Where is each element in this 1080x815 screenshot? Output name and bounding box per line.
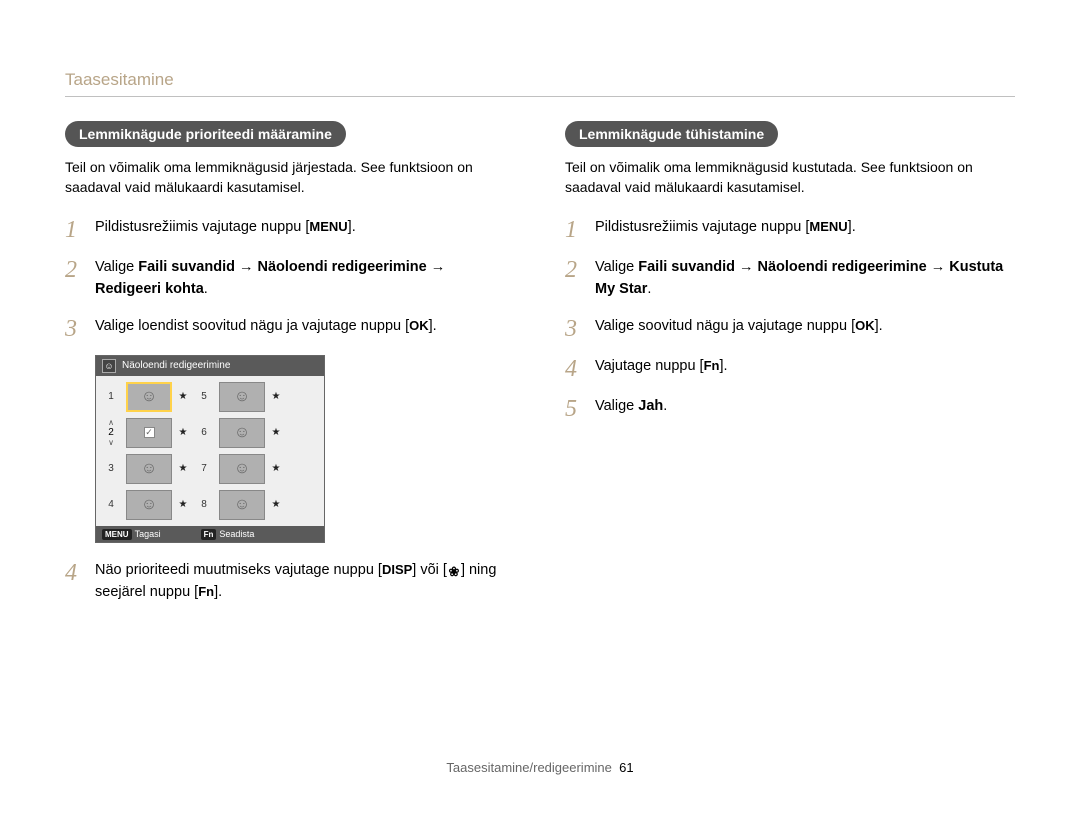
- face-icon: ☺: [102, 359, 116, 373]
- list-number: ∧ 2 ∨: [108, 419, 114, 447]
- step-3: 3 Valige soovitud nägu ja vajutage nuppu…: [565, 315, 1015, 341]
- face-thumbnail: ☺: [219, 454, 265, 484]
- page-number: 61: [619, 760, 633, 775]
- step-number: 4: [565, 355, 595, 381]
- ok-button-label: OK: [855, 318, 875, 333]
- step-text: Pildistusrežiimis vajutage nuppu [MENU].: [595, 216, 1015, 238]
- fn-button-label: Fn: [704, 358, 720, 373]
- step-text: Valige loendist soovitud nägu ja vajutag…: [95, 315, 515, 337]
- left-column: Lemmiknägude prioriteedi määramine Teil …: [65, 121, 515, 617]
- step-text: Valige Faili suvandid → Näoloendi redige…: [595, 256, 1015, 301]
- step-text: Valige Faili suvandid → Näoloendi redige…: [95, 256, 515, 301]
- list-number: 8: [201, 499, 207, 510]
- chevron-down-icon: ∨: [108, 439, 114, 447]
- list-number: 6: [201, 427, 207, 438]
- step-3: 3 Valige loendist soovitud nägu ja vajut…: [65, 315, 515, 341]
- step-text: Näo prioriteedi muutmiseks vajutage nupp…: [95, 559, 515, 604]
- manual-page: Taasesitamine Lemmiknägude prioriteedi m…: [0, 0, 1080, 657]
- screenshot-titlebar: ☺ Näoloendi redigeerimine: [96, 356, 324, 376]
- star-icon: ★: [179, 463, 188, 474]
- subsection-pill: Lemmiknägude prioriteedi määramine: [65, 121, 346, 147]
- star-icon: ★: [272, 499, 281, 510]
- face-thumbnail: ☺: [219, 382, 265, 412]
- intro-text: Teil on võimalik oma lemmiknägusid kustu…: [565, 157, 1015, 198]
- fn-button-label: Fn: [198, 584, 214, 599]
- right-column: Lemmiknägude tühistamine Teil on võimali…: [565, 121, 1015, 617]
- step-text: Valige Jah.: [595, 395, 1015, 417]
- list-number: 7: [201, 463, 207, 474]
- face-thumbnail: ☺: [126, 454, 172, 484]
- screenshot-title: Näoloendi redigeerimine: [122, 360, 230, 371]
- face-grid: 1 ☺ ★ 5 ☺ ★ ∧ 2 ∨ ✓ ★ 6 ☺ ★: [96, 376, 324, 526]
- menu-button-label: MENU: [809, 219, 847, 234]
- step-1: 1 Pildistusrežiimis vajutage nuppu [MENU…: [65, 216, 515, 242]
- section-header: Taasesitamine: [65, 70, 1015, 97]
- chevron-up-icon: ∧: [108, 419, 114, 427]
- macro-icon: ❀: [447, 565, 461, 579]
- face-thumbnail: ☺: [126, 490, 172, 520]
- page-footer: Taasesitamine/redigeerimine 61: [0, 760, 1080, 775]
- checkbox-icon: ✓: [144, 427, 155, 438]
- disp-button-label: DISP: [382, 562, 412, 577]
- star-icon: ★: [179, 499, 188, 510]
- step-2: 2 Valige Faili suvandid → Näoloendi redi…: [565, 256, 1015, 301]
- step-number: 1: [65, 216, 95, 242]
- step-number: 5: [565, 395, 595, 421]
- star-icon: ★: [272, 427, 281, 438]
- step-number: 2: [565, 256, 595, 282]
- face-thumbnail: ✓: [126, 418, 172, 448]
- subsection-pill: Lemmiknägude tühistamine: [565, 121, 778, 147]
- menu-tag: MENU: [102, 529, 132, 540]
- step-number: 3: [65, 315, 95, 341]
- menu-button-label: MENU: [309, 219, 347, 234]
- star-icon: ★: [179, 391, 188, 402]
- step-2: 2 Valige Faili suvandid → Näoloendi redi…: [65, 256, 515, 301]
- step-text: Pildistusrežiimis vajutage nuppu [MENU].: [95, 216, 515, 238]
- step-5: 5 Valige Jah.: [565, 395, 1015, 421]
- screenshot-footer: MENUTagasi FnSeadista: [96, 526, 324, 542]
- star-icon: ★: [179, 427, 188, 438]
- fn-tag: Fn: [201, 529, 217, 540]
- step-number: 4: [65, 559, 95, 585]
- list-number: 4: [108, 499, 114, 510]
- step-number: 3: [565, 315, 595, 341]
- two-column-layout: Lemmiknägude prioriteedi määramine Teil …: [65, 121, 1015, 617]
- list-number: 3: [108, 463, 114, 474]
- list-number: 1: [108, 391, 114, 402]
- star-icon: ★: [272, 391, 281, 402]
- step-number: 2: [65, 256, 95, 282]
- step-4: 4 Näo prioriteedi muutmiseks vajutage nu…: [65, 559, 515, 604]
- camera-ui-screenshot: ☺ Näoloendi redigeerimine 1 ☺ ★ 5 ☺ ★ ∧ …: [95, 355, 325, 543]
- face-thumbnail: ☺: [219, 490, 265, 520]
- list-number: 5: [201, 391, 207, 402]
- step-text: Valige soovitud nägu ja vajutage nuppu […: [595, 315, 1015, 337]
- face-thumbnail: ☺: [126, 382, 172, 412]
- ok-button-label: OK: [409, 318, 429, 333]
- star-icon: ★: [272, 463, 281, 474]
- step-number: 1: [565, 216, 595, 242]
- intro-text: Teil on võimalik oma lemmiknägusid järje…: [65, 157, 515, 198]
- face-thumbnail: ☺: [219, 418, 265, 448]
- step-1: 1 Pildistusrežiimis vajutage nuppu [MENU…: [565, 216, 1015, 242]
- step-text: Vajutage nuppu [Fn].: [595, 355, 1015, 377]
- step-4: 4 Vajutage nuppu [Fn].: [565, 355, 1015, 381]
